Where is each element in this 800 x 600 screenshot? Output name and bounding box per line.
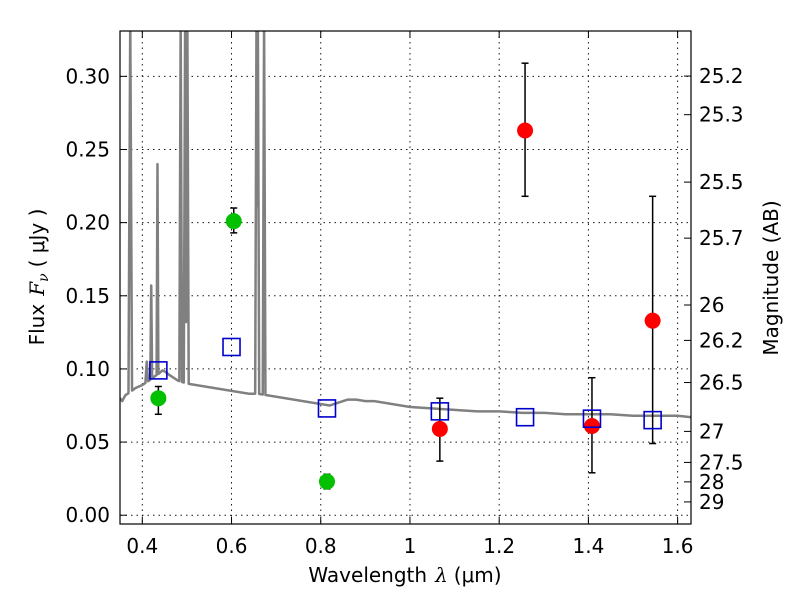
y-axis-title-symbol: F: [25, 281, 49, 297]
y-axis-ticks: 0.00 0.05 0.10 0.15 0.20 0.25 0.30: [65, 64, 127, 527]
right-tick-label: 25.2: [699, 64, 744, 88]
x-tick-label: 1.6: [662, 534, 694, 558]
right-tick-label: 26.5: [699, 371, 744, 395]
data-point: [225, 213, 242, 230]
axes-frame: [119, 30, 692, 525]
x-axis-title-unit: (μm): [454, 563, 502, 587]
y-tick-label: 0.00: [65, 503, 110, 527]
errorbar-layer: [154, 62, 657, 490]
gridlines: [120, 31, 691, 524]
model-point: [149, 361, 168, 380]
model-point: [515, 407, 535, 427]
right-tick-label: 26.2: [699, 328, 744, 352]
y-tick-label: 0.20: [65, 211, 110, 235]
model-point: [317, 399, 337, 418]
model-point: [643, 410, 662, 430]
y-axis-title-subscript: ν: [36, 273, 52, 282]
x-tick-label: 0.8: [305, 534, 337, 558]
right-tick-label: 26: [699, 293, 724, 317]
right-tick-label: 29: [699, 490, 724, 514]
y-tick-label: 0.25: [65, 137, 110, 161]
model-point: [582, 409, 602, 428]
x-tick-label: 0.4: [126, 534, 158, 558]
right-axis-title: Magnitude (AB): [759, 200, 783, 355]
right-tick-label: 25.7: [699, 226, 744, 250]
y-tick-label: 0.15: [65, 284, 110, 308]
data-point: [517, 122, 534, 139]
data-point: [431, 420, 448, 437]
model-point: [430, 402, 450, 421]
right-tick-label: 27.5: [699, 450, 744, 474]
right-tick-label: 28: [699, 470, 724, 494]
x-tick-label: 0.6: [216, 534, 248, 558]
x-tick-label: 1.2: [483, 534, 515, 558]
right-tick-label: 25.3: [699, 103, 744, 127]
right-tick-label: 27: [699, 419, 724, 443]
x-tick-label: 1.4: [572, 534, 604, 558]
data-point: [583, 417, 600, 434]
data-point: [150, 390, 167, 407]
right-tick-label: 25.5: [699, 170, 744, 194]
y-axis-title-unit: ( μJy ): [25, 209, 49, 268]
x-axis-ticks: 0.4 0.6 0.8 1 1.2 1.4 1.6: [126, 31, 694, 558]
data-point: [318, 473, 335, 490]
x-axis-title-symbol: λ: [434, 563, 448, 587]
x-axis-title-text: Wavelength: [308, 563, 427, 587]
y-axis-title-text: Flux: [25, 304, 49, 346]
data-point: [644, 312, 661, 329]
x-axis-title: Wavelength λ (μm): [308, 563, 501, 587]
y-tick-label: 0.05: [65, 430, 110, 454]
spectrum-line: [120, 31, 691, 419]
y-axis-title: Flux Fν ( μJy ): [25, 209, 52, 346]
model-point: [222, 337, 241, 357]
y-tick-label: 0.30: [65, 64, 110, 88]
spectrum-layer: [120, 31, 691, 419]
marker-layer: [149, 122, 662, 490]
x-tick-label: 1: [404, 534, 417, 558]
y-tick-label: 0.10: [65, 357, 110, 381]
